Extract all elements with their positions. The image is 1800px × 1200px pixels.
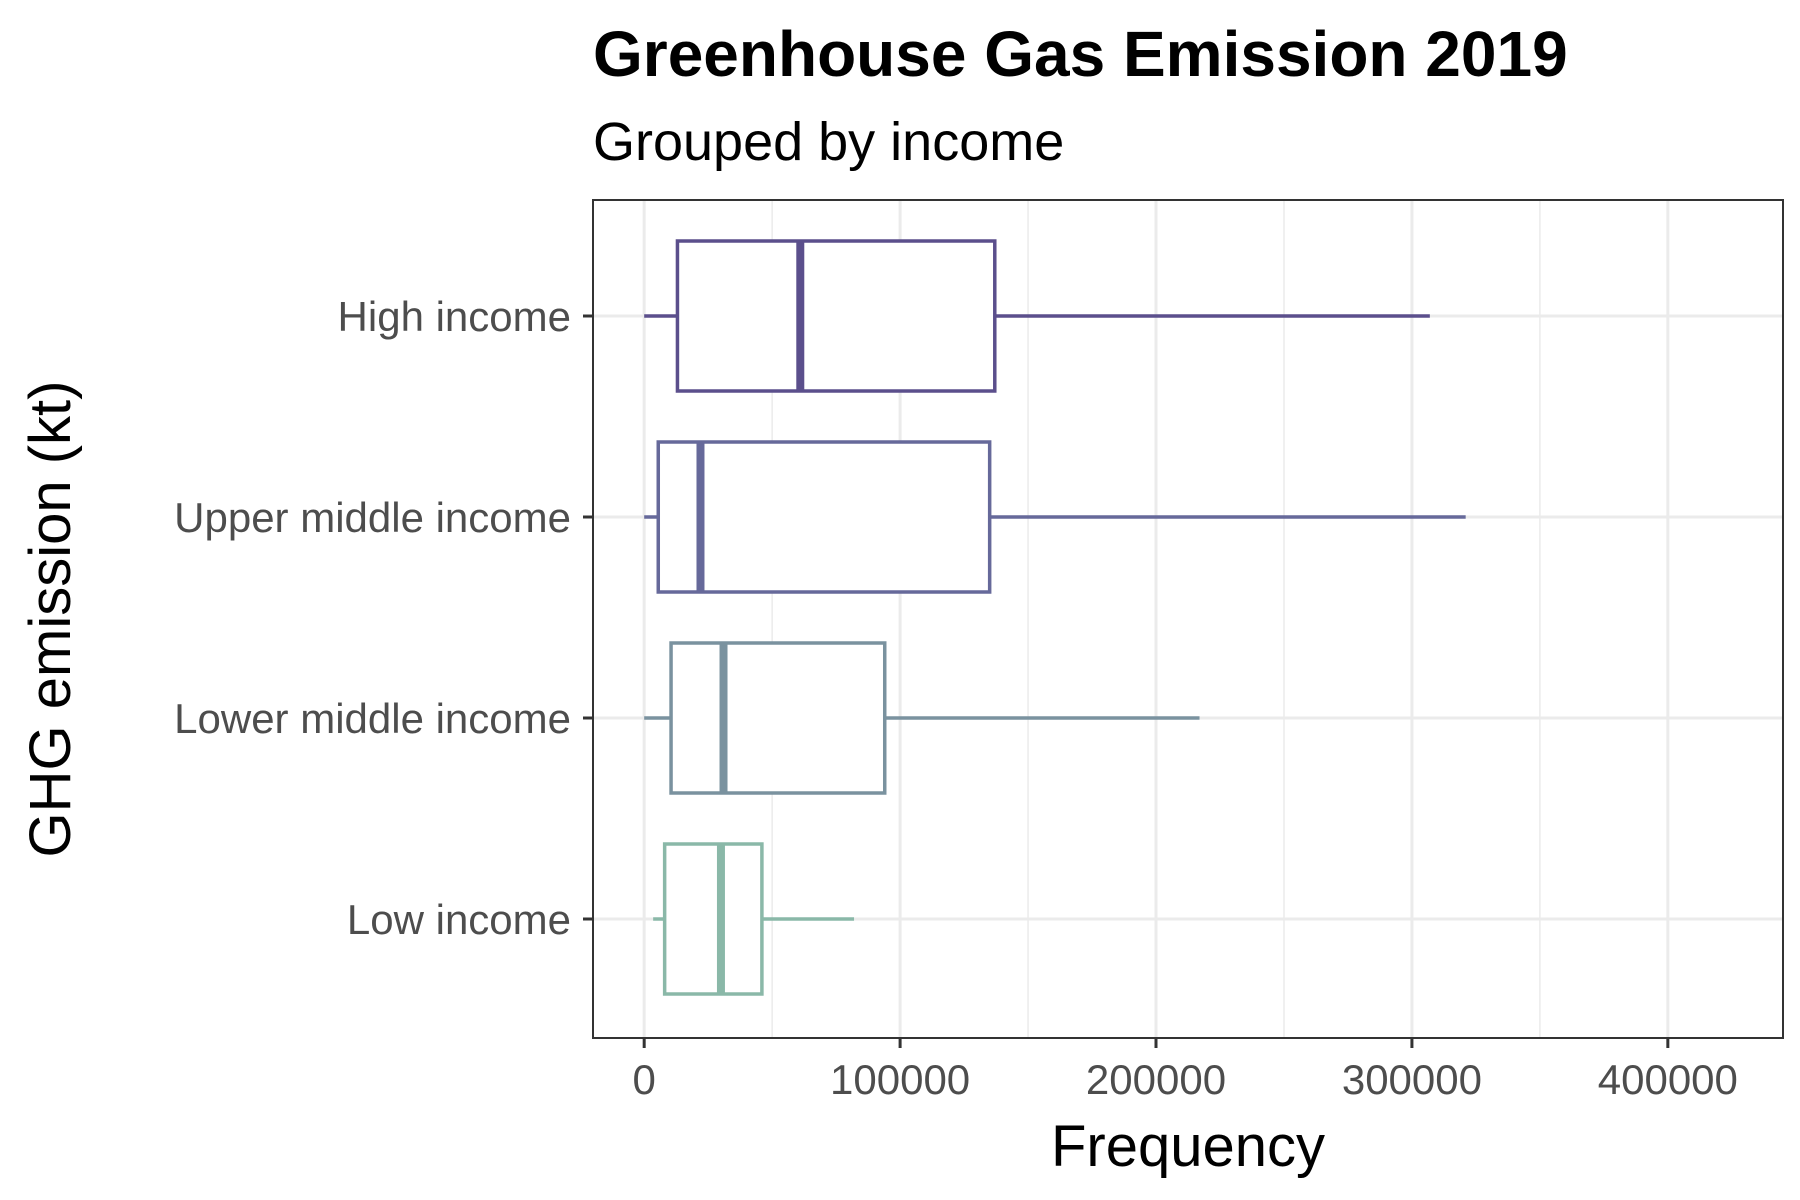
- y-axis-title: GHG emission (kt): [18, 381, 83, 858]
- boxes: [644, 239, 1466, 996]
- box-iqr: [669, 641, 887, 795]
- chart-title: Greenhouse Gas Emission 2019: [593, 18, 1568, 90]
- box-upper-middle-income: [644, 440, 1466, 594]
- chart-subtitle: Grouped by income: [593, 112, 1064, 172]
- x-tick-label: 0: [633, 1056, 656, 1103]
- x-tick-label: 400000: [1598, 1056, 1738, 1103]
- plot-border: [592, 199, 1784, 1039]
- x-tick-label: 100000: [830, 1056, 970, 1103]
- y-tick-label: Upper middle income: [174, 494, 571, 541]
- y-tick-label: Lower middle income: [174, 695, 571, 742]
- x-axis-title: Frequency: [1051, 1114, 1325, 1179]
- box-iqr: [662, 842, 764, 996]
- box-iqr: [656, 440, 992, 594]
- x-tick-label: 300000: [1342, 1056, 1482, 1103]
- box-low-income: [653, 842, 855, 996]
- box-iqr: [675, 239, 997, 393]
- y-tick-label: Low income: [347, 896, 571, 943]
- y-tick-label: High income: [338, 293, 571, 340]
- y-axis: High income Upper middle income Lower midd…: [174, 293, 593, 943]
- x-axis: 0 100000 200000 300000 400000: [633, 1038, 1738, 1103]
- box-high-income: [644, 239, 1430, 393]
- x-tick-label: 200000: [1086, 1056, 1226, 1103]
- box-lower-middle-income: [644, 641, 1200, 795]
